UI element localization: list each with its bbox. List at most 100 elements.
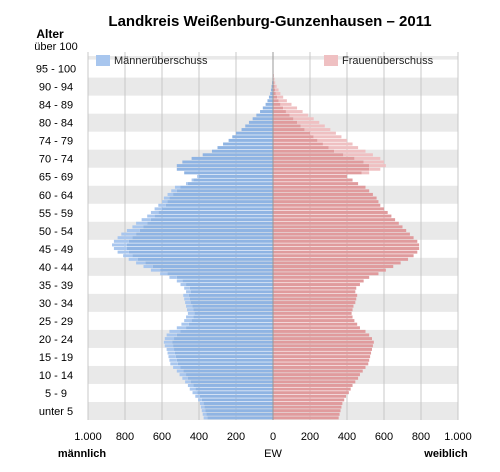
- female-bar: [273, 193, 373, 196]
- male-bar: [181, 366, 274, 369]
- female-bar: [273, 352, 371, 355]
- male-bar: [127, 243, 273, 246]
- female-bar: [273, 330, 366, 333]
- female-surplus-bar: [362, 171, 369, 174]
- male-surplus-bar: [185, 301, 191, 304]
- female-bar: [273, 182, 358, 185]
- female-surplus-bar: [274, 81, 275, 84]
- female-bar: [273, 373, 360, 376]
- female-bar: [273, 319, 354, 322]
- male-surplus-bar: [136, 261, 145, 264]
- male-bar: [178, 362, 273, 365]
- male-surplus-bar: [132, 225, 143, 228]
- male-bar: [172, 341, 273, 344]
- female-bar: [273, 236, 414, 239]
- female-bar: [273, 153, 343, 156]
- female-surplus-bar: [314, 135, 342, 138]
- male-surplus-bar: [112, 243, 127, 246]
- age-label: 60 - 64: [39, 190, 73, 202]
- male-bar: [145, 261, 273, 264]
- y-axis-title: Alter: [36, 27, 64, 41]
- male-bar: [260, 110, 273, 113]
- male-bar: [177, 168, 273, 171]
- female-bar: [273, 279, 364, 282]
- female-surplus-bar: [323, 142, 353, 145]
- male-surplus-bar: [195, 395, 200, 398]
- male-surplus-bar: [127, 229, 140, 232]
- male-bar: [192, 319, 273, 322]
- female-bar: [273, 370, 363, 373]
- female-bar: [273, 377, 358, 380]
- male-surplus-bar: [123, 254, 132, 257]
- male-bar: [205, 409, 273, 412]
- female-bar: [273, 164, 369, 167]
- male-bar: [193, 308, 273, 311]
- legend-female-swatch: [324, 55, 338, 66]
- male-surplus-bar: [177, 279, 183, 282]
- male-bar: [195, 388, 273, 391]
- female-surplus-bar: [304, 128, 330, 131]
- female-surplus-bar: [293, 117, 313, 120]
- female-bar: [273, 233, 410, 236]
- female-surplus-bar: [369, 164, 386, 167]
- female-bar: [273, 272, 378, 275]
- female-bar: [273, 366, 366, 369]
- male-bar: [200, 395, 273, 398]
- female-bar: [273, 110, 286, 113]
- female-bar: [273, 146, 329, 149]
- male-surplus-bar: [147, 215, 154, 218]
- female-bar: [273, 312, 352, 315]
- male-bar: [203, 153, 273, 156]
- age-label: 40 - 44: [39, 262, 73, 274]
- female-bar: [273, 175, 347, 178]
- male-surplus-bar: [186, 315, 193, 318]
- male-bar: [191, 380, 273, 383]
- male-surplus-bar: [185, 380, 191, 383]
- male-bar: [174, 337, 273, 340]
- female-bar: [273, 344, 373, 347]
- legend-female-label: Frauenüberschuss: [342, 55, 434, 67]
- female-bar: [273, 139, 317, 142]
- male-surplus-bar: [121, 233, 136, 236]
- female-surplus-bar: [369, 168, 380, 171]
- male-bar: [168, 200, 273, 203]
- female-bar: [273, 409, 341, 412]
- age-label: 50 - 54: [39, 226, 73, 238]
- age-label: unter 5: [39, 406, 73, 418]
- male-bar: [245, 124, 273, 127]
- male-bar: [151, 218, 273, 221]
- age-label: 5 - 9: [45, 388, 67, 400]
- male-surplus-bar: [177, 326, 186, 329]
- male-bar: [199, 175, 273, 178]
- male-bar: [129, 240, 273, 243]
- age-label: 10 - 14: [39, 370, 73, 382]
- female-surplus-bar: [283, 106, 297, 109]
- female-surplus-bar: [334, 150, 365, 153]
- female-bar: [273, 261, 401, 264]
- male-bar: [194, 312, 273, 315]
- male-surplus-bar: [158, 204, 165, 207]
- male-surplus-bar: [188, 312, 194, 315]
- male-surplus-bar: [186, 182, 188, 185]
- x-tick-label: 800: [412, 431, 430, 443]
- male-bar: [169, 197, 273, 200]
- male-surplus-bar: [202, 409, 206, 412]
- female-bar: [273, 301, 355, 304]
- female-bar: [273, 106, 283, 109]
- male-surplus-bar: [169, 359, 176, 362]
- age-label: 70 - 74: [39, 154, 73, 166]
- x-tick-label: 400: [338, 431, 356, 443]
- male-bar: [249, 121, 273, 124]
- female-bar: [273, 398, 344, 401]
- age-label: 30 - 34: [39, 298, 73, 310]
- x-tick-label: 600: [153, 431, 171, 443]
- female-bar: [273, 308, 353, 311]
- female-bar: [273, 96, 277, 99]
- male-bar: [193, 315, 273, 318]
- female-bar: [273, 117, 293, 120]
- female-bar: [273, 384, 353, 387]
- female-bar: [273, 254, 414, 257]
- male-bar: [184, 171, 273, 174]
- male-bar: [190, 297, 273, 300]
